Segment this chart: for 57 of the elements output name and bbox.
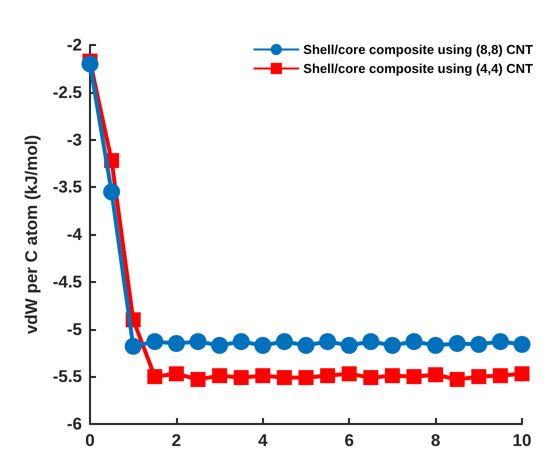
legend-label: Shell/core composite using (8,8) CNT — [303, 42, 534, 57]
point — [298, 370, 314, 386]
x-tick-label: 6 — [344, 431, 354, 450]
point — [470, 336, 488, 353]
point — [362, 333, 380, 350]
point — [211, 336, 228, 354]
point — [146, 333, 164, 350]
y-tick-label: -6 — [66, 414, 82, 434]
point — [168, 366, 184, 382]
point — [406, 369, 422, 384]
point — [340, 336, 358, 354]
point — [492, 368, 508, 384]
y-tick-label: -3 — [66, 130, 82, 150]
x-tick-label: 4 — [258, 431, 268, 450]
point — [103, 183, 120, 200]
y-tick-label: -5 — [66, 320, 82, 339]
point — [319, 333, 336, 350]
point — [448, 334, 466, 352]
point — [320, 368, 336, 384]
point — [147, 369, 162, 384]
y-axis-title: vdW per C atom (kJ/mol) — [22, 134, 41, 334]
point — [298, 336, 314, 354]
point — [255, 368, 270, 384]
x-tick-label: 0 — [85, 431, 95, 450]
point — [124, 338, 142, 355]
point — [428, 367, 444, 382]
point — [450, 372, 465, 387]
point — [168, 334, 185, 352]
y-tick-label: -5.5 — [52, 367, 82, 386]
y-tick-label: -3.5 — [52, 178, 82, 197]
x-tick-label: 8 — [430, 431, 440, 450]
legend-label: Shell/core composite using (4,4) CNT — [303, 61, 534, 76]
point — [384, 368, 400, 384]
point — [471, 369, 486, 384]
point — [492, 333, 509, 350]
point — [212, 368, 228, 384]
x-tick-label: 10 — [512, 431, 532, 450]
point — [82, 55, 98, 72]
y-tick-label: -2.5 — [52, 82, 82, 102]
point — [363, 370, 378, 386]
point — [406, 333, 422, 350]
point — [254, 336, 272, 354]
point — [514, 336, 530, 353]
point — [384, 336, 401, 354]
point — [190, 333, 206, 350]
point — [276, 370, 292, 386]
point — [276, 333, 293, 350]
point — [234, 370, 249, 386]
point — [232, 333, 250, 350]
y-tick-label: -4 — [66, 225, 83, 244]
y-tick-label: -4.5 — [52, 272, 82, 292]
point — [514, 366, 530, 382]
point — [427, 336, 444, 354]
point — [342, 366, 357, 382]
x-tick-label: 2 — [172, 431, 182, 450]
point — [190, 372, 206, 387]
y-tick-label: -2 — [66, 36, 82, 54]
